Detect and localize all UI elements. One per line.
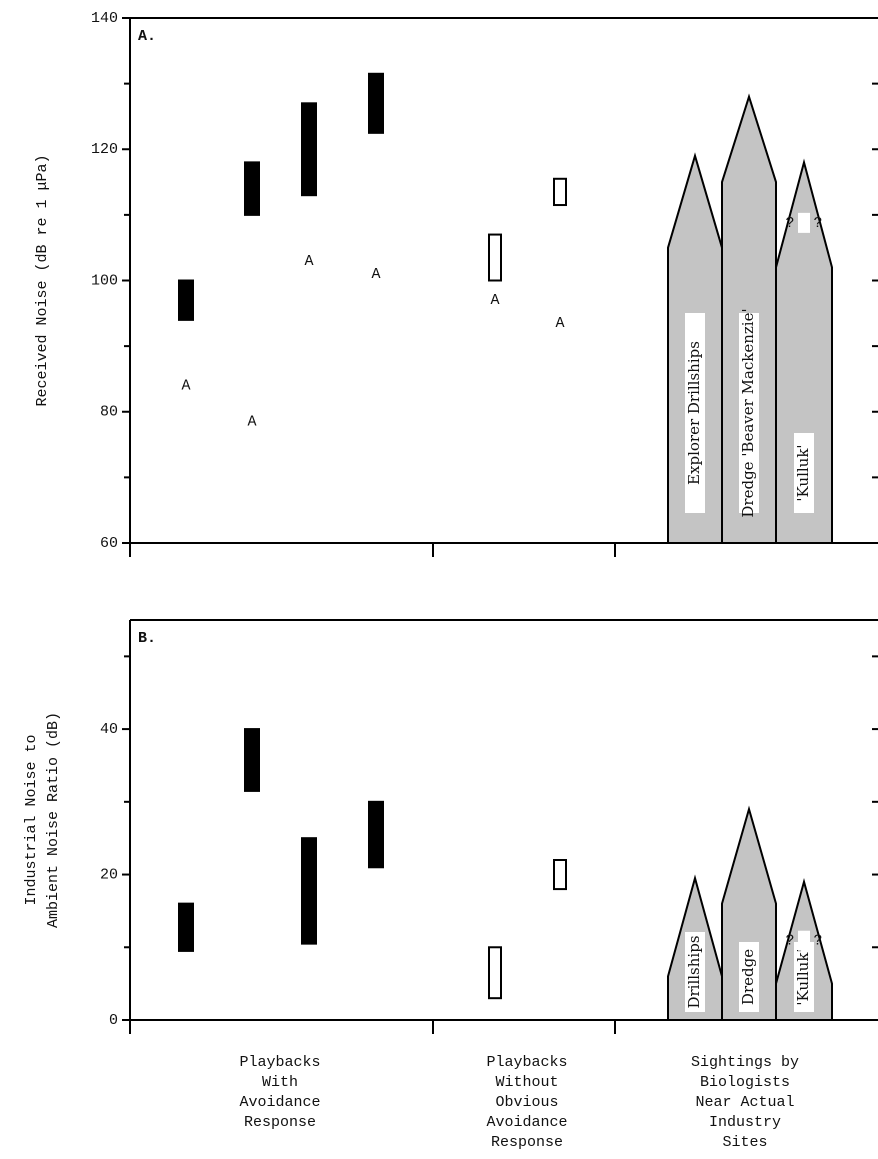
range-bar bbox=[179, 281, 193, 320]
y-tick-label: 140 bbox=[91, 10, 118, 27]
x-group-label: Avoidance bbox=[239, 1094, 320, 1111]
x-group-label: Sightings by bbox=[691, 1054, 799, 1071]
uncertain-mark: ? bbox=[785, 215, 794, 232]
y-tick-label: 100 bbox=[91, 272, 118, 289]
ambient-marker: A bbox=[555, 315, 564, 332]
range-bar bbox=[302, 838, 316, 943]
x-group-label: Response bbox=[491, 1134, 563, 1151]
y-tick-label: 40 bbox=[100, 721, 118, 738]
ambient-marker: A bbox=[247, 414, 256, 431]
range-bar bbox=[489, 235, 501, 281]
site-label: Dredge bbox=[739, 949, 757, 1005]
ambient-marker: A bbox=[490, 292, 499, 309]
site-label: 'Kulluk' bbox=[794, 948, 812, 1005]
y-tick-label: 20 bbox=[100, 867, 118, 884]
y-axis-label: Industrial Noise to bbox=[23, 734, 40, 905]
x-group-label: Obvious bbox=[495, 1094, 558, 1111]
y-tick-label: 60 bbox=[100, 535, 118, 552]
y-axis-label: Received Noise (dB re 1 μPa) bbox=[34, 154, 51, 406]
range-bar bbox=[179, 904, 193, 951]
site-label: Dredge 'Beaver Mackenzie' bbox=[739, 308, 757, 517]
ambient-marker: A bbox=[304, 253, 313, 270]
site-label: Drillships bbox=[685, 935, 703, 1008]
uncertain-mark: ? bbox=[813, 933, 822, 950]
range-bar bbox=[245, 162, 259, 215]
ambient-marker: A bbox=[181, 377, 190, 394]
range-bar bbox=[369, 74, 383, 133]
uncertain-mark: ? bbox=[785, 933, 794, 950]
uncertain-gap bbox=[798, 931, 810, 951]
range-bar bbox=[554, 860, 566, 889]
x-group-label: Playbacks bbox=[239, 1054, 320, 1071]
y-tick-label: 120 bbox=[91, 141, 118, 158]
panel-label: B. bbox=[138, 630, 156, 647]
range-bar bbox=[554, 179, 566, 205]
range-bar bbox=[489, 947, 501, 998]
site-label: 'Kulluk' bbox=[794, 444, 812, 501]
y-tick-label: 80 bbox=[100, 404, 118, 421]
ambient-marker: A bbox=[371, 266, 380, 283]
x-group-label: Biologists bbox=[700, 1074, 790, 1091]
x-group-label: Sites bbox=[722, 1134, 767, 1151]
x-group-label: Avoidance bbox=[486, 1114, 567, 1131]
x-group-label: Playbacks bbox=[486, 1054, 567, 1071]
site-label: Explorer Drillships bbox=[685, 341, 703, 485]
panel-label: A. bbox=[138, 28, 156, 45]
y-tick-label: 0 bbox=[109, 1012, 118, 1029]
range-bar bbox=[369, 802, 383, 867]
range-bar bbox=[245, 729, 259, 791]
x-group-label: Near Actual bbox=[695, 1094, 794, 1111]
x-group-label: Response bbox=[244, 1114, 316, 1131]
uncertain-mark: ? bbox=[813, 215, 822, 232]
uncertain-gap bbox=[798, 213, 810, 233]
x-group-label: With bbox=[262, 1074, 298, 1091]
x-group-label: Without bbox=[495, 1074, 558, 1091]
page: A. 60 80 100 120 140 Received Noise (dB re 1 μ… bbox=[0, 0, 878, 1159]
x-group-label: Industry bbox=[709, 1114, 781, 1131]
y-axis-label: Ambient Noise Ratio (dB) bbox=[45, 712, 62, 928]
figure: A. 60 80 100 120 140 Received Noise (dB re 1 μ… bbox=[0, 0, 878, 1159]
range-bar bbox=[302, 103, 316, 195]
